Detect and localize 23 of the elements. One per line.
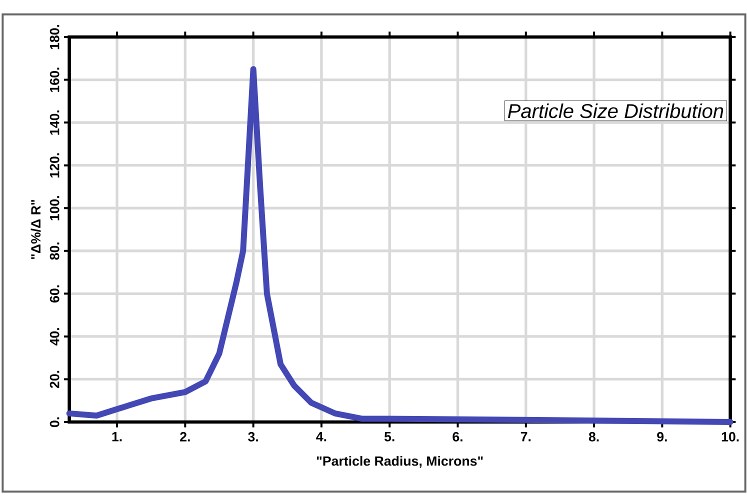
x-tick-label: 9. (657, 432, 667, 442)
y-tick-label: 80. (50, 242, 60, 260)
x-tick-label: 2. (180, 432, 190, 442)
x-axis-title: "Particle Radius, Microns" (316, 456, 483, 468)
y-tick-label: 40. (50, 328, 60, 346)
y-tick-label: 180. (50, 24, 60, 50)
y-tick-label: 20. (50, 370, 60, 388)
x-tick-label: 4. (316, 432, 326, 442)
y-tick-label: 60. (50, 285, 60, 302)
x-tick-label: 8. (588, 432, 599, 442)
x-tick-label: 3. (248, 432, 258, 442)
y-tick-label: 100. (50, 196, 60, 220)
x-tick-label: 6. (452, 432, 462, 442)
x-tick-label: 7. (520, 432, 531, 442)
y-tick-label: 120. (50, 153, 60, 178)
y-tick-label: 140. (50, 110, 60, 135)
x-tick-label: 5. (384, 432, 394, 442)
text: Particle Size Distribution (508, 103, 724, 118)
y-axis-title: "Δ%/Δ R" (30, 200, 41, 259)
x-tick-label: 1. (112, 432, 122, 442)
y-tick-label: 160. (50, 68, 60, 92)
x-tick-label: 10. (722, 432, 739, 442)
y-tick-label: 0. (50, 417, 60, 428)
